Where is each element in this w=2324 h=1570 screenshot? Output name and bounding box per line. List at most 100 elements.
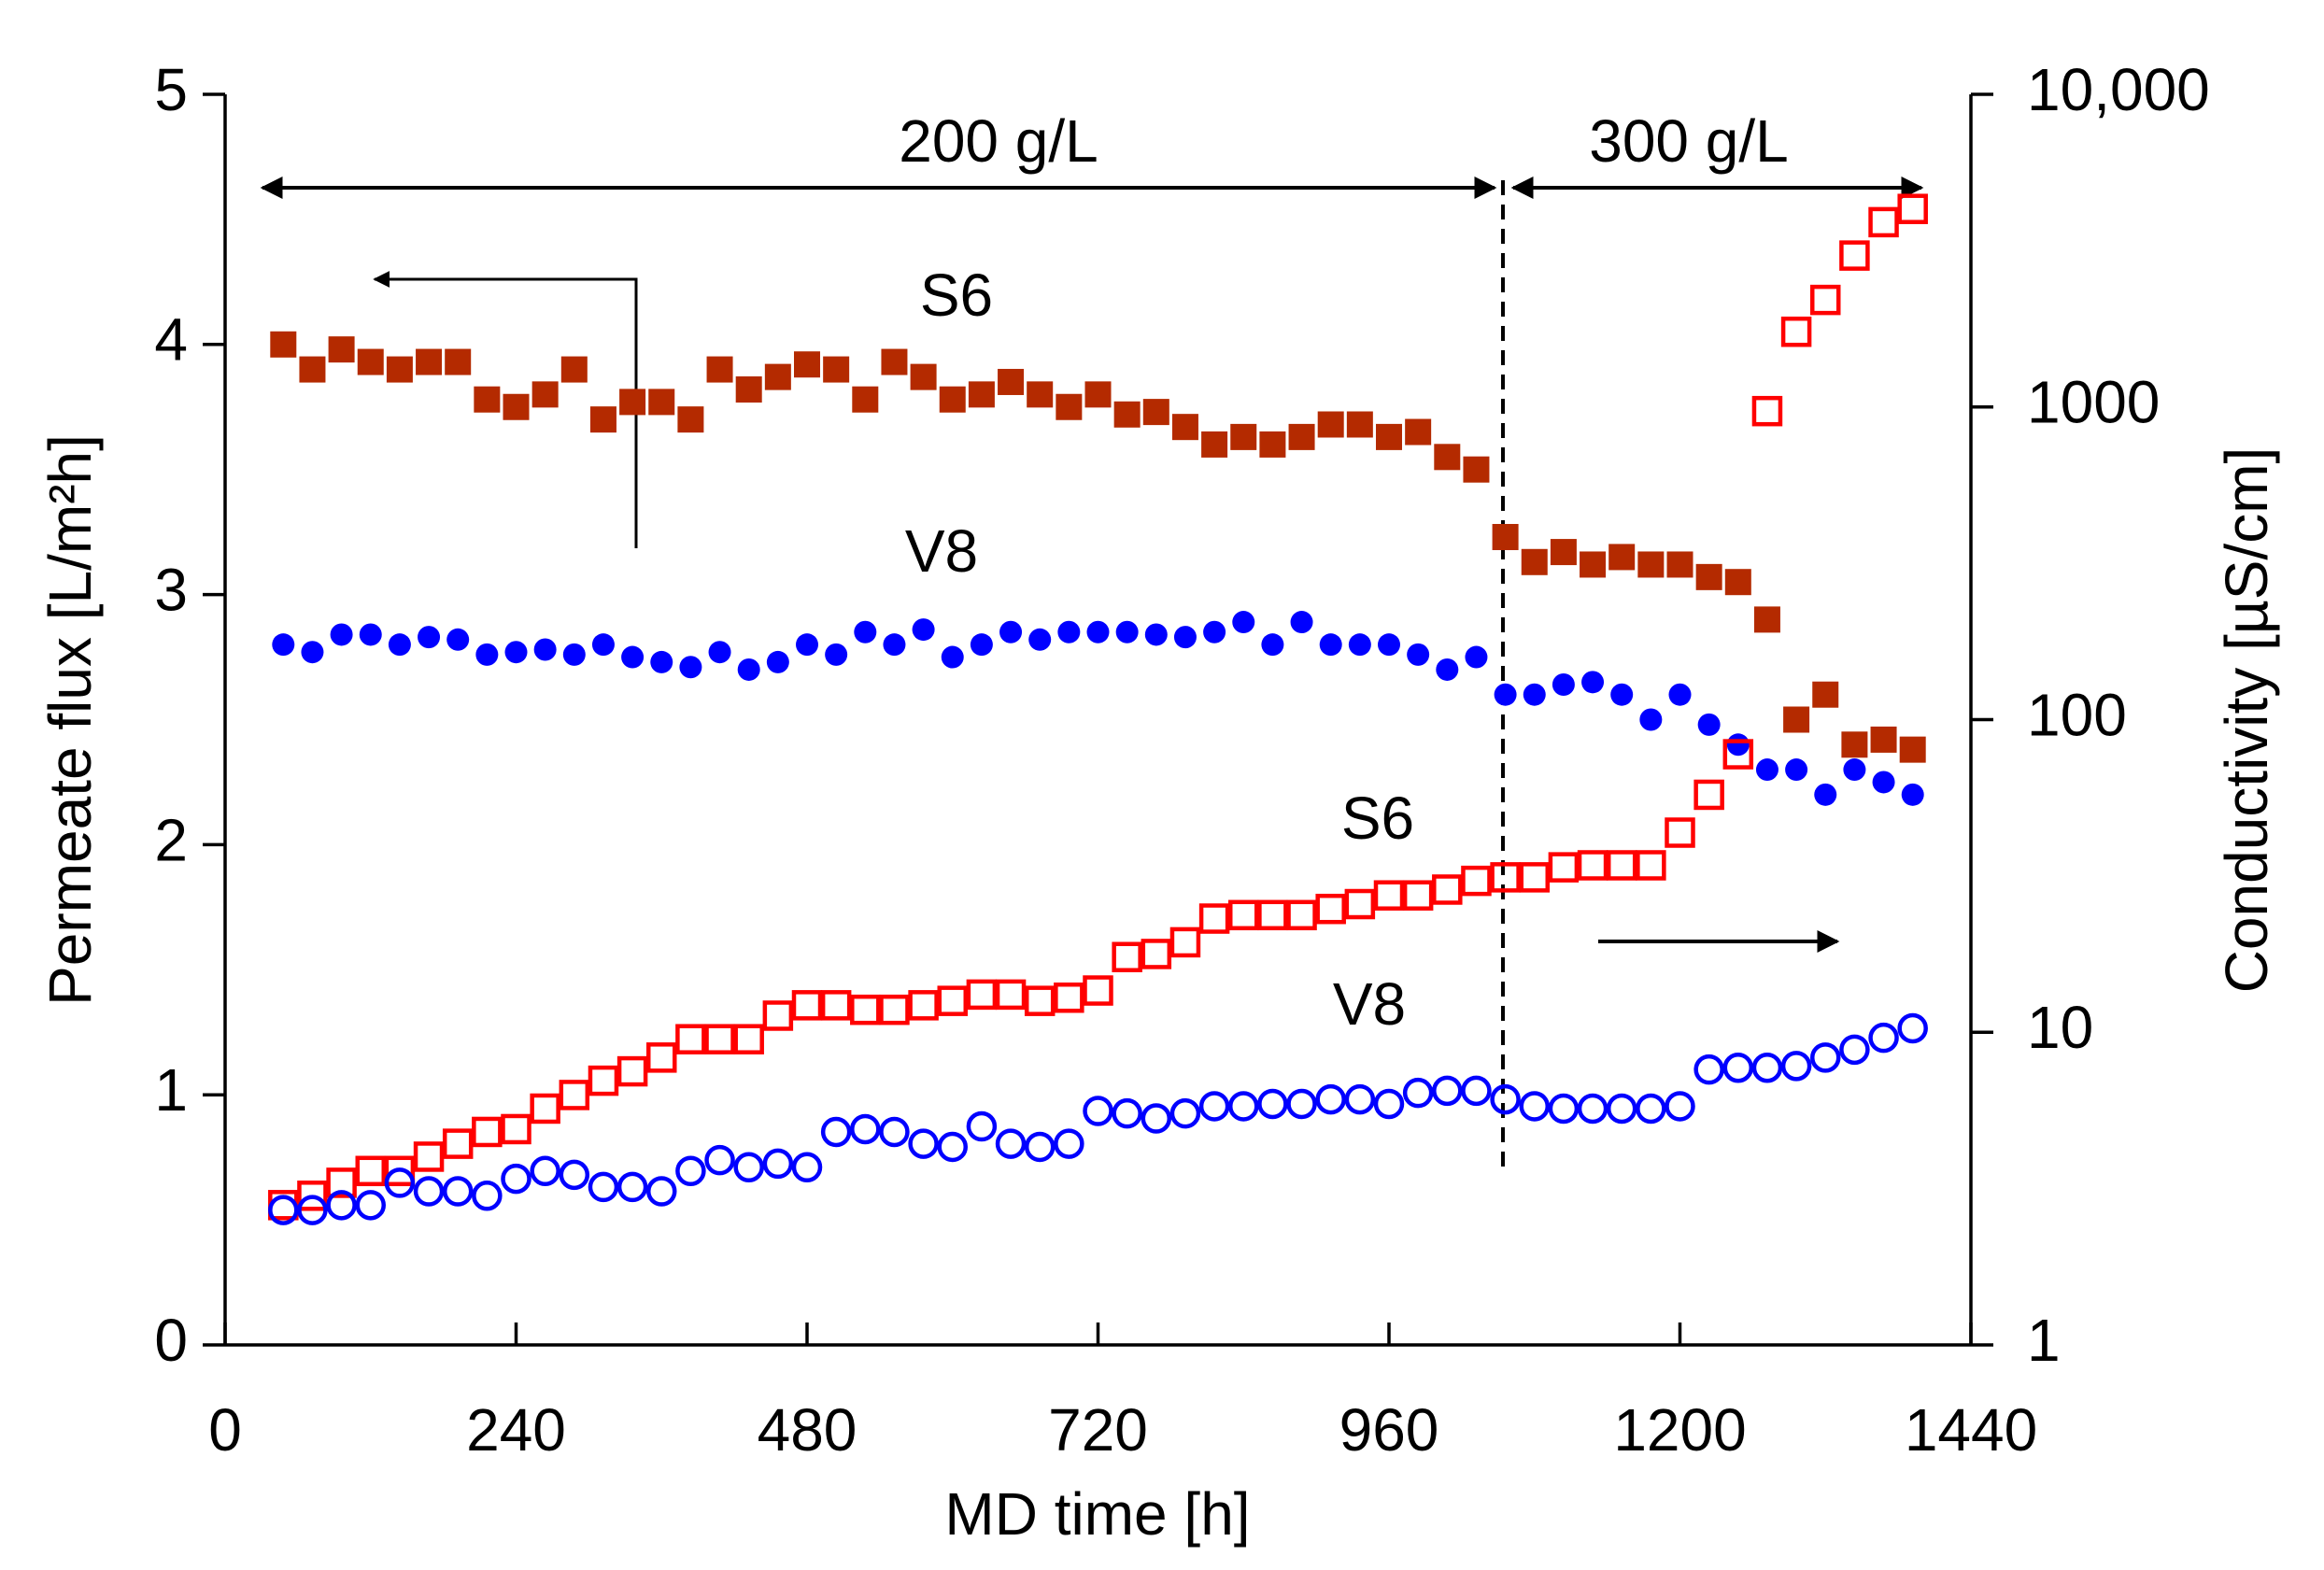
annotation: S6 — [920, 262, 993, 329]
point — [908, 990, 939, 1021]
point — [1637, 551, 1665, 578]
point — [791, 1152, 823, 1183]
point — [762, 1148, 794, 1180]
point — [301, 641, 324, 664]
point — [474, 386, 501, 413]
point — [733, 1152, 764, 1183]
point — [825, 643, 848, 666]
point — [559, 1159, 590, 1191]
point — [704, 1024, 735, 1054]
point — [1432, 874, 1463, 905]
point — [966, 1110, 998, 1142]
point — [677, 406, 704, 433]
point — [1115, 620, 1139, 644]
point — [1373, 880, 1405, 911]
point — [1465, 645, 1488, 669]
point — [559, 1080, 590, 1110]
point — [1868, 1022, 1899, 1054]
point — [619, 389, 646, 416]
point — [1608, 544, 1636, 571]
point — [735, 376, 762, 403]
axis-pointer — [373, 271, 638, 548]
point — [1812, 681, 1839, 708]
y-tick-label: 5 — [154, 56, 188, 123]
point — [1724, 569, 1751, 596]
point — [1230, 423, 1257, 450]
point — [1257, 899, 1288, 931]
point — [1897, 1012, 1928, 1044]
point — [1173, 626, 1197, 649]
y-tick-label: 3 — [154, 557, 188, 624]
point — [1407, 643, 1430, 666]
point — [501, 1113, 531, 1145]
point — [646, 1042, 677, 1073]
point — [883, 633, 906, 657]
point — [1492, 524, 1519, 551]
x-tick-label: 480 — [758, 1396, 857, 1464]
point — [1490, 862, 1521, 893]
point — [1027, 381, 1054, 408]
point — [1198, 1091, 1230, 1122]
x-axis-label: MD time [h] — [944, 1480, 1250, 1548]
point — [1461, 865, 1492, 897]
point — [472, 1181, 503, 1211]
point — [648, 389, 675, 416]
point — [704, 1144, 735, 1176]
point — [562, 643, 586, 666]
point — [299, 356, 326, 383]
point — [1344, 888, 1376, 920]
point — [1577, 850, 1608, 881]
point — [1521, 548, 1548, 575]
point — [270, 331, 297, 358]
y2-axis-label: Conductivity [µS/cm] — [2213, 447, 2280, 994]
point — [326, 1167, 357, 1198]
point — [908, 1128, 939, 1159]
point — [1751, 1052, 1783, 1083]
point — [1344, 1083, 1376, 1115]
point — [531, 381, 559, 408]
point — [1259, 431, 1286, 458]
point — [272, 633, 295, 657]
point — [1751, 395, 1783, 427]
point — [1315, 893, 1346, 925]
annotation: 200 g/L — [899, 107, 1098, 175]
point — [413, 1176, 445, 1207]
point — [1378, 633, 1400, 657]
point — [995, 1128, 1027, 1159]
y-tick-label: 0 — [154, 1307, 188, 1374]
point — [1463, 456, 1490, 483]
point — [941, 645, 964, 669]
point — [388, 633, 411, 657]
point — [1402, 880, 1434, 911]
point — [1171, 414, 1198, 441]
point — [1639, 708, 1663, 731]
point — [1548, 1093, 1580, 1124]
point — [766, 650, 789, 673]
point — [1581, 671, 1605, 694]
annotation: S6 — [1341, 785, 1414, 852]
point — [328, 336, 355, 363]
point — [1346, 411, 1373, 438]
point — [1780, 1051, 1812, 1082]
point — [1726, 733, 1750, 757]
point — [820, 1116, 852, 1148]
point — [297, 1181, 328, 1211]
y-tick-label: 4 — [154, 306, 188, 374]
point — [1606, 1093, 1637, 1124]
y2-tick-label: 100 — [2027, 681, 2127, 748]
point — [1755, 758, 1778, 782]
point — [1901, 783, 1924, 806]
point — [386, 356, 413, 383]
point — [1113, 401, 1141, 428]
point — [1054, 982, 1084, 1013]
point — [1693, 1054, 1724, 1085]
point — [1550, 539, 1577, 566]
point — [1722, 1052, 1754, 1083]
x-tick-label: 1440 — [1905, 1396, 2037, 1464]
point — [1693, 779, 1724, 811]
point — [1028, 628, 1052, 651]
point — [881, 348, 908, 375]
annotation: V8 — [905, 517, 978, 585]
point — [1580, 551, 1607, 578]
point — [794, 351, 820, 378]
